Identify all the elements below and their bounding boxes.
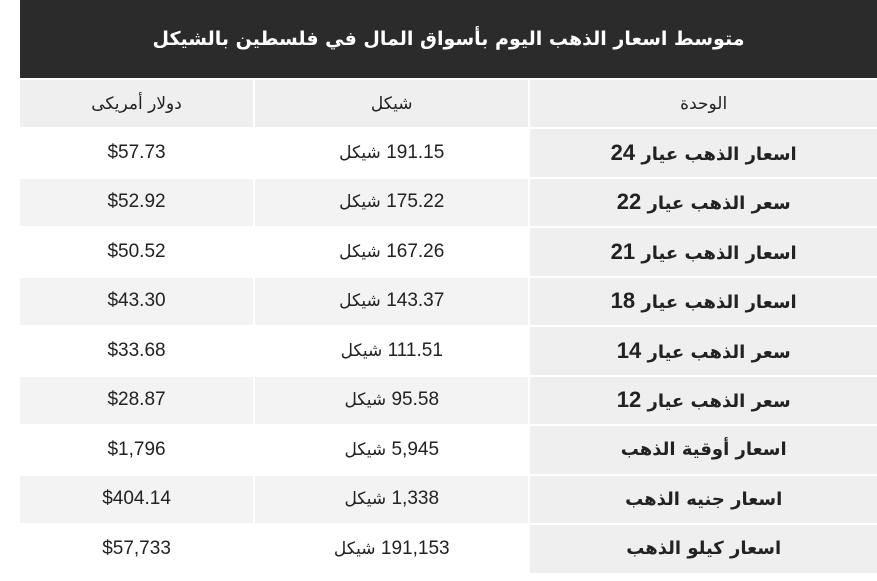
number: 12 <box>616 387 642 413</box>
number: $404.14 <box>102 488 171 510</box>
gold-price-table: الوحدة شيكل دولار أمريكى اسعار الذهب عيا… <box>18 78 877 575</box>
table-row: اسعار جنيه الذهب 1,338 شيكل $404.14 <box>20 475 877 523</box>
unit-cell: اسعار الذهب عيار 24 <box>530 129 877 177</box>
number: $33.68 <box>107 339 166 361</box>
number: $52.92 <box>107 191 166 213</box>
column-header-shekel: شيكل <box>255 80 529 127</box>
number: 95.58 <box>391 389 440 411</box>
number: 111.51 <box>387 339 443 361</box>
usd-price-cell: $43.30 <box>20 277 254 325</box>
usd-price-cell: $50.52 <box>20 228 253 276</box>
usd-price-cell: $33.68 <box>20 327 253 375</box>
number: $57.73 <box>107 141 166 163</box>
unit-cell: اسعار أوقية الذهب <box>530 426 877 474</box>
number: $50.52 <box>107 240 166 262</box>
shekel-price-cell: 143.37 شيكل <box>255 277 529 325</box>
number: 18 <box>610 288 636 314</box>
number: $57,733 <box>102 537 171 559</box>
unit-cell: سعر الذهب عيار 14 <box>530 327 877 375</box>
number: $43.30 <box>107 290 166 312</box>
usd-price-cell: $404.14 <box>20 475 254 523</box>
number: 1,338 <box>391 488 440 510</box>
shekel-price-cell: 175.22 شيكل <box>255 178 529 226</box>
unit-cell: اسعار جنيه الذهب <box>530 475 877 523</box>
unit-cell: سعر الذهب عيار 12 <box>530 376 877 424</box>
unit-cell: اسعار كيلو الذهب <box>530 525 877 573</box>
number: 175.22 <box>386 191 445 213</box>
column-header-usd: دولار أمريكى <box>20 80 254 127</box>
number: 191,153 <box>380 537 450 559</box>
table-row: اسعار كيلو الذهب 191,153 شيكل $57,733 <box>20 525 877 573</box>
column-header-unit: الوحدة <box>530 80 877 127</box>
number: $1,796 <box>107 438 166 460</box>
number: 5,945 <box>391 438 440 460</box>
shekel-price-cell: 95.58 شيكل <box>255 376 529 424</box>
table-header-row: الوحدة شيكل دولار أمريكى <box>20 80 877 127</box>
table-row: اسعار الذهب عيار 24 191.15 شيكل $57.73 <box>20 129 877 177</box>
table-row: سعر الذهب عيار 14 111.51 شيكل $33.68 <box>20 327 877 375</box>
table-row: اسعار أوقية الذهب 5,945 شيكل $1,796 <box>20 426 877 474</box>
unit-cell: سعر الذهب عيار 22 <box>530 178 877 226</box>
shekel-price-cell: 191,153 شيكل <box>333 537 450 559</box>
number: 21 <box>610 238 636 264</box>
gold-price-table-container: متوسط اسعار الذهب اليوم بأسواق المال في … <box>20 0 877 575</box>
number: $28.87 <box>107 389 166 411</box>
usd-price-cell: $57.73 <box>20 129 253 177</box>
usd-price-cell: $57,733 <box>20 525 253 573</box>
usd-price-cell: $1,796 <box>20 426 253 474</box>
shekel-price-cell: 167.26 شيكل <box>339 240 445 262</box>
number: 143.37 <box>386 290 445 312</box>
number: 191.15 <box>386 141 445 163</box>
usd-price-cell: $52.92 <box>20 178 254 226</box>
table-row: اسعار الذهب عيار 18 143.37 شيكل $43.30 <box>20 277 877 325</box>
shekel-price-cell: 191.15 شيكل <box>339 141 445 163</box>
table-row: اسعار الذهب عيار 21 167.26 شيكل $50.52 <box>20 228 877 276</box>
shekel-price-cell: 5,945 شيكل <box>344 438 440 460</box>
usd-price-cell: $28.87 <box>20 376 254 424</box>
number: 14 <box>616 337 642 363</box>
table-title: متوسط اسعار الذهب اليوم بأسواق المال في … <box>20 0 877 78</box>
number: 167.26 <box>386 240 445 262</box>
unit-cell: اسعار الذهب عيار 18 <box>530 277 877 325</box>
unit-cell: اسعار الذهب عيار 21 <box>530 228 877 276</box>
shekel-price-cell: 111.51 شيكل <box>340 339 443 361</box>
table-row: سعر الذهب عيار 22 175.22 شيكل $52.92 <box>20 178 877 226</box>
number: 22 <box>616 189 642 215</box>
number: 24 <box>610 139 636 165</box>
table-row: سعر الذهب عيار 12 95.58 شيكل $28.87 <box>20 376 877 424</box>
shekel-price-cell: 1,338 شيكل <box>255 475 529 523</box>
